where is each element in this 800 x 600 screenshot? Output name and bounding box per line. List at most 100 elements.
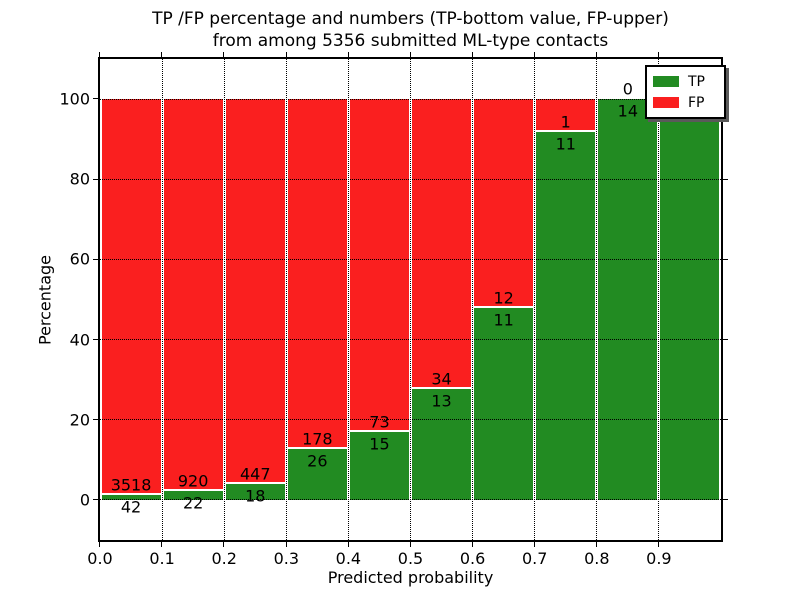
bar-segment-tp	[349, 431, 409, 500]
x-tick-top	[99, 52, 101, 57]
y-tick-right	[723, 178, 728, 180]
tp-swatch-icon	[653, 76, 679, 87]
chart-title: TP /FP percentage and numbers (TP-bottom…	[100, 8, 721, 52]
bar-segment-tp	[474, 308, 534, 500]
bar-count-tp: 13	[431, 391, 452, 411]
x-tick-top	[596, 52, 598, 57]
y-tick-label: 100	[59, 89, 90, 109]
gridline-vertical	[534, 59, 536, 540]
bar-count-fp: 12	[493, 288, 514, 308]
bar-count-tp: 42	[120, 497, 142, 517]
x-tick-bottom	[596, 542, 598, 547]
x-tick-top	[347, 52, 349, 57]
x-tick-bottom	[223, 542, 225, 547]
bar-count-fp: 447	[239, 464, 271, 484]
chart-title-line2: from among 5356 submitted ML-type contac…	[212, 31, 609, 51]
bar-segment-fp	[163, 99, 223, 491]
y-tick-right	[723, 338, 728, 340]
gridline-vertical	[410, 59, 411, 540]
bar-segment-tp	[412, 389, 472, 500]
bar-segment-tp	[660, 99, 720, 500]
x-tick-label: 0.5	[397, 549, 424, 568]
bar-segment-tp	[536, 132, 596, 500]
bar-count-tp: 18	[245, 486, 266, 506]
bar-count-fp: 34	[431, 369, 452, 389]
gridline-vertical	[658, 59, 660, 540]
bar-count-fp: 920	[177, 471, 209, 491]
x-tick-bottom	[658, 542, 660, 547]
bar-segment-fp	[349, 99, 409, 432]
x-tick-top	[161, 52, 163, 57]
bar-segment-fp	[225, 99, 285, 485]
x-tick-bottom	[533, 542, 535, 547]
fp-swatch-icon	[653, 97, 679, 108]
chart-title-line1: TP /FP percentage and numbers (TP-bottom…	[152, 9, 669, 29]
x-tick-top	[471, 52, 473, 57]
y-tick-right	[723, 499, 728, 501]
bar-count-fp: 3518	[110, 475, 152, 495]
y-tick-right	[723, 258, 728, 260]
bar-count-tp: 11	[493, 310, 514, 330]
bar-count-tp: 14	[617, 101, 639, 121]
bar-segment-fp	[287, 99, 347, 449]
y-tick-left	[93, 499, 98, 501]
y-tick-label: 80	[69, 169, 90, 189]
x-tick-label: 0.7	[521, 549, 548, 568]
gridline-vertical	[347, 59, 349, 540]
y-tick-right	[723, 419, 728, 420]
y-tick-left	[93, 338, 98, 340]
x-tick-label: 0.1	[149, 549, 175, 568]
x-tick-label: 0.4	[335, 549, 362, 568]
y-tick-left	[93, 178, 98, 180]
legend: TP FP	[645, 65, 726, 119]
legend-item-tp: TP	[653, 74, 718, 90]
gridline-vertical	[223, 59, 225, 540]
x-tick-top	[533, 52, 535, 57]
x-tick-label: 0.3	[273, 549, 300, 568]
plot-area: TP FP 3518 42 920 22 447 18 178 26 73 15 34 13 12 11 1…	[59, 52, 728, 568]
bar-segment-fp	[412, 99, 472, 390]
bar-count-tp: 22	[182, 493, 204, 513]
x-tick-bottom	[285, 542, 287, 547]
bar-count-fp: 1	[560, 112, 571, 132]
y-tick-left	[93, 419, 98, 420]
y-tick-label: 40	[69, 330, 90, 350]
x-tick-bottom	[347, 542, 349, 547]
x-tick-label: 0.8	[584, 549, 610, 568]
x-tick-top	[223, 52, 225, 57]
bar-count-fp: 0	[622, 79, 633, 99]
y-tick-label: 0	[79, 490, 90, 510]
x-tick-top	[409, 52, 411, 57]
y-tick-label: 60	[69, 249, 90, 269]
x-tick-label: 0.6	[459, 549, 486, 568]
y-tick-label: 20	[69, 410, 90, 430]
x-tick-bottom	[99, 542, 101, 547]
legend-item-fp: FP	[653, 95, 718, 111]
gridline-vertical	[596, 59, 598, 540]
x-tick-label: 0.2	[211, 549, 237, 568]
x-axis-label: Predicted probability	[327, 568, 494, 587]
bar-segment-tp	[598, 99, 658, 500]
legend-label-tp: TP	[688, 73, 705, 90]
bar-segment-tp	[101, 495, 161, 500]
y-tick-left	[93, 258, 98, 260]
gridline-vertical	[472, 59, 474, 540]
x-tick-bottom	[409, 542, 411, 547]
x-tick-bottom	[161, 542, 163, 547]
legend-label-fp: FP	[688, 94, 705, 111]
x-tick-bottom	[471, 542, 473, 547]
bar-count-fp: 73	[369, 412, 390, 432]
bar-count-tp: 11	[555, 134, 576, 154]
gridline-vertical	[161, 59, 163, 540]
bar-segment-fp	[101, 99, 161, 496]
bar-count-tp: 26	[307, 451, 328, 471]
bar-segment-tp	[225, 484, 285, 500]
gridline-vertical	[285, 59, 287, 540]
x-tick-label: 0.9	[646, 549, 672, 568]
x-tick-top	[658, 52, 660, 57]
y-tick-left	[93, 98, 98, 100]
bar-count-fp: 178	[302, 429, 333, 449]
bar-segment-fp	[536, 99, 596, 133]
bar-count-tp: 15	[369, 434, 390, 454]
